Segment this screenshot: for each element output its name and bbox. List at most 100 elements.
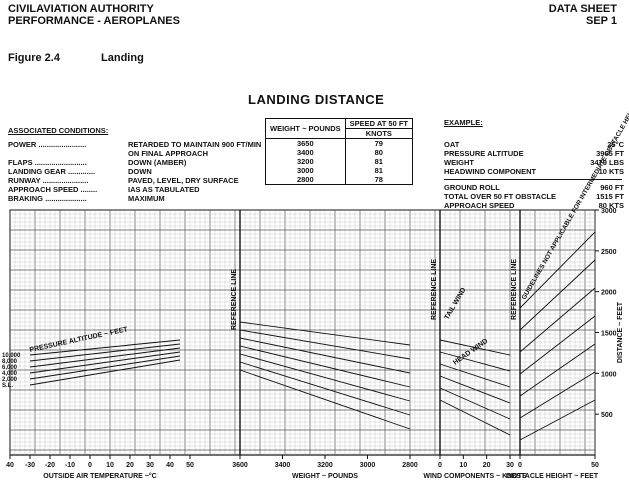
figure-name: Landing — [101, 52, 144, 64]
weight-value: 3650 — [296, 139, 314, 148]
weight-guide-line — [239, 345, 411, 388]
pressure-altitude-curve — [29, 355, 181, 380]
y-tick-label: 2500 — [601, 249, 617, 256]
condition-value: PAVED, LEVEL, DRY SURFACE — [128, 176, 239, 185]
x-tick-label: -30 — [25, 462, 35, 469]
y-tick-label: 3000 — [601, 208, 617, 215]
y-tick-label: 500 — [601, 412, 613, 419]
x-tick-label: 0 — [518, 462, 522, 469]
x-tick-label: 3600 — [232, 462, 248, 469]
altitude-series-label: S.L. — [2, 383, 13, 389]
pressure-altitude-curve — [29, 347, 181, 368]
condition-key: APPROACH SPEED ........ — [8, 185, 98, 194]
data-sheet-label: DATA SHEET — [548, 3, 617, 15]
example-value: 3479 LBS — [590, 158, 624, 167]
x-tick-label: 10 — [106, 462, 114, 469]
weight-guide-line — [239, 361, 411, 416]
x-tick-label: 3000 — [360, 462, 376, 469]
weight-column: 3650 3400 3200 3000 2800 — [265, 138, 346, 185]
authority-name: CIVILAVIATION AUTHORITY — [8, 3, 154, 15]
example-value: 10 KTS — [598, 167, 624, 176]
weight-reference-annotation: REFERENCE LINE — [231, 269, 238, 330]
x-tick-label: 20 — [126, 462, 134, 469]
example-row: HEADWIND COMPONENT 10 KTS — [444, 167, 624, 176]
altitude-series-label: 8,000 — [2, 359, 18, 365]
example-row: PRESSURE ALTITUDE 3965 FT — [444, 149, 624, 158]
obstacle-guide-line — [519, 399, 596, 441]
condition-key: BRAKING .................... — [8, 194, 87, 203]
weight-guide-line — [239, 337, 411, 374]
pressure-altitude-curve — [29, 339, 181, 356]
condition-row: RUNWAY ...................... PAVED, LEVE… — [8, 176, 261, 185]
weight-axis-label: WEIGHT ~ POUNDS — [292, 473, 358, 480]
x-tick-label: -20 — [45, 462, 55, 469]
x-tick-label: 30 — [146, 462, 154, 469]
condition-value: MAXIMUM — [128, 194, 165, 203]
weight-guide-line — [239, 329, 411, 360]
obstacle-axis-label: OBSTACLE HEIGHT ~ FEET — [506, 473, 599, 480]
figure-number: Figure 2.4 — [8, 52, 60, 64]
x-tick-label: 3400 — [275, 462, 291, 469]
example-value: 25°C — [607, 140, 624, 149]
y-tick-label: 1000 — [601, 371, 617, 378]
pressure-altitude-curve — [29, 343, 181, 362]
obstacle-guide-line — [519, 259, 596, 331]
x-tick-label: 3200 — [317, 462, 333, 469]
associated-conditions-title: ASSOCIATED CONDITIONS: — [8, 126, 109, 135]
x-tick-label: 50 — [186, 462, 194, 469]
example-row: WEIGHT 3479 LBS — [444, 158, 624, 167]
wind-axis-label: WIND COMPONENTS ~ KNOTS — [423, 473, 527, 480]
example-row: TOTAL OVER 50 FT OBSTACLE 1515 FT — [444, 192, 624, 201]
y-axis-label: DISTANCE ~ FEET — [617, 301, 624, 363]
wind-guide-line — [439, 387, 511, 420]
condition-key: LANDING GEAR ............. — [8, 167, 96, 176]
condition-key: RUNWAY ...................... — [8, 176, 89, 185]
condition-row: APPROACH SPEED ........ IAS AS TABULATED — [8, 185, 261, 194]
sheet-number: SEP 1 — [586, 15, 617, 27]
example-row: APPROACH SPEED 80 KTS — [444, 201, 624, 210]
condition-key: POWER ....................... — [8, 140, 87, 149]
wind-guide-line — [439, 339, 511, 356]
condition-row: POWER ....................... RETARDED TO… — [8, 140, 261, 149]
weight-guide-line — [239, 369, 411, 430]
condition-row: FLAPS ......................... DOWN (AMB… — [8, 158, 261, 167]
pressure-altitude-curve — [29, 351, 181, 374]
associated-conditions: POWER ....................... RETARDED TO… — [8, 140, 261, 203]
wind-guide-line — [439, 351, 511, 372]
condition-row: LANDING GEAR ............. DOWN — [8, 167, 261, 176]
condition-row: BRAKING .................... MAXIMUM — [8, 194, 261, 203]
x-tick-label: 40 — [166, 462, 174, 469]
example-row: OAT 25°C — [444, 140, 624, 149]
obstacle-reference-annotation: REFERENCE LINE — [511, 259, 518, 320]
speed-value: 80 — [374, 148, 383, 157]
condition-value: RETARDED TO MAINTAIN 900 FT/MIN — [128, 140, 262, 149]
x-tick-label: 30 — [506, 462, 514, 469]
x-tick-label: 0 — [88, 462, 92, 469]
speed-table: WEIGHT ~ POUNDS SPEED AT 50 FT KNOTS 365… — [265, 118, 414, 185]
speed-column: 79 80 81 81 78 — [344, 138, 414, 185]
example-key: WEIGHT — [444, 158, 474, 167]
condition-row: ON FINAL APPROACH — [8, 149, 261, 158]
obstacle-guide-line — [519, 371, 596, 419]
condition-value: DOWN (AMBER) — [128, 158, 187, 167]
example-key: APPROACH SPEED — [444, 201, 515, 210]
example-block: OAT 25°C PRESSURE ALTITUDE 3965 FT WEIGHT 347… — [444, 140, 624, 210]
x-tick-label: -10 — [65, 462, 75, 469]
example-title: EXAMPLE: — [444, 118, 483, 127]
example-row: GROUND ROLL 960 FT — [444, 183, 624, 192]
weight-value: 3400 — [296, 148, 314, 157]
x-tick-label: 2800 — [402, 462, 418, 469]
obstacle-guide-line — [519, 343, 596, 397]
figure-caption: Figure 2.4 Landing — [8, 52, 182, 64]
example-value: 80 KTS — [598, 201, 624, 210]
obstacle-guide-line — [519, 315, 596, 375]
authority-header: CIVILAVIATION AUTHORITY PERFORMANCE - AE… — [8, 3, 180, 27]
x-tick-label: 0 — [438, 462, 442, 469]
example-key: PRESSURE ALTITUDE — [444, 149, 524, 158]
example-value: 1515 FT — [596, 192, 624, 201]
wind-guide-line — [439, 399, 511, 436]
weight-value: 3000 — [296, 166, 314, 175]
y-tick-label: 2000 — [601, 290, 617, 297]
example-key: GROUND ROLL — [444, 183, 500, 192]
